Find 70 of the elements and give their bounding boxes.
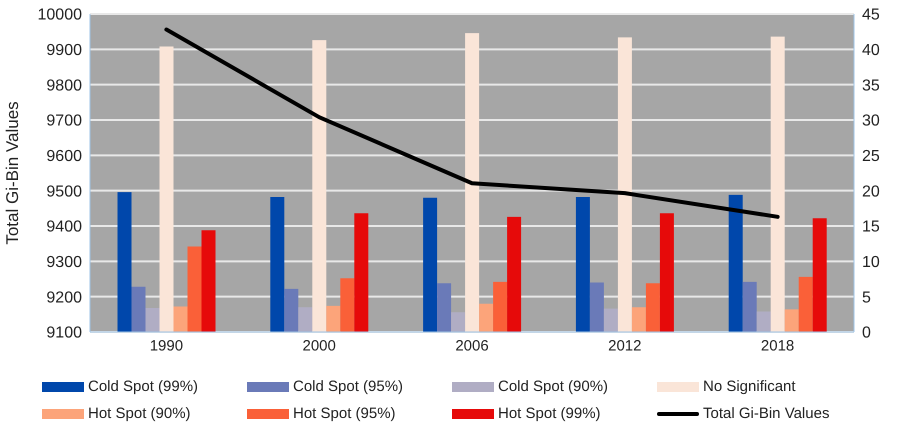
bar (646, 283, 660, 332)
bar (576, 197, 590, 332)
x-tick-label: 1990 (150, 338, 184, 355)
legend-label: Hot Spot (99%) (498, 405, 601, 422)
bar (174, 306, 188, 332)
y-tick-label: 9200 (46, 289, 82, 306)
legend-label: Total Gi-Bin Values (703, 405, 830, 422)
bar (618, 37, 632, 332)
y-tick-label: 9100 (46, 324, 82, 342)
bar (340, 278, 354, 332)
legend-label: Cold Spot (99%) (88, 378, 198, 395)
bar (590, 282, 604, 332)
bar (660, 213, 674, 332)
x-tick-label: 2006 (455, 338, 489, 355)
y2-tick-label: 15 (862, 218, 880, 236)
bar (423, 198, 438, 332)
bar (465, 33, 480, 332)
x-tick-label: 2000 (302, 338, 336, 355)
y-tick-label: 9400 (46, 218, 82, 236)
bar (479, 304, 494, 332)
bar (354, 213, 368, 332)
bar (493, 282, 508, 332)
y2-tick-label: 10 (862, 254, 880, 272)
legend-label: Hot Spot (95%) (293, 405, 396, 422)
y-tick-label: 9800 (46, 77, 82, 94)
bar (132, 286, 146, 332)
y2-tick-label: 5 (862, 289, 871, 306)
x-tick-label: 2018 (760, 338, 794, 355)
bar (202, 230, 216, 332)
legend-label: Cold Spot (95%) (293, 378, 404, 395)
bar (451, 312, 466, 332)
bar (312, 40, 326, 332)
y-tick-label: 9700 (46, 112, 82, 130)
y2-tick-label: 0 (862, 324, 871, 342)
y-tick-label: 9500 (46, 183, 82, 200)
y2-tick-label: 40 (862, 42, 880, 60)
y2-tick-label: 25 (862, 148, 880, 166)
y-axis-title: Total Gi-Bin Values (3, 101, 22, 245)
legend-label: Cold Spot (90%) (498, 378, 608, 395)
bar (770, 36, 785, 332)
bar (604, 308, 618, 332)
bar (160, 46, 174, 332)
x-tick-label: 2012 (608, 338, 642, 355)
bar (270, 197, 284, 332)
legend-label: Hot Spot (90%) (88, 405, 191, 422)
bar (507, 216, 522, 332)
bar (812, 218, 827, 332)
bar (632, 307, 646, 332)
y2-tick-label: 20 (862, 183, 880, 200)
bar (188, 246, 202, 332)
y-tick-label: 9600 (46, 148, 82, 166)
y-tick-label: 9900 (46, 42, 82, 60)
bar (728, 194, 743, 332)
bar (326, 306, 340, 332)
y2-tick-label: 45 (862, 6, 880, 24)
legend-label: No Significant (703, 378, 796, 395)
bar (756, 312, 771, 332)
line-series (164, 28, 780, 219)
bar (742, 282, 757, 332)
bar (118, 192, 132, 332)
bar (784, 309, 799, 332)
y2-tick-label: 30 (862, 112, 880, 130)
bar (298, 307, 312, 332)
bar (437, 283, 452, 332)
bar (284, 288, 298, 332)
bar (798, 276, 813, 332)
bar (146, 308, 160, 332)
y2-tick-label: 35 (862, 77, 880, 94)
y-tick-label: 9300 (46, 254, 82, 272)
y-tick-label: 10000 (38, 6, 82, 24)
